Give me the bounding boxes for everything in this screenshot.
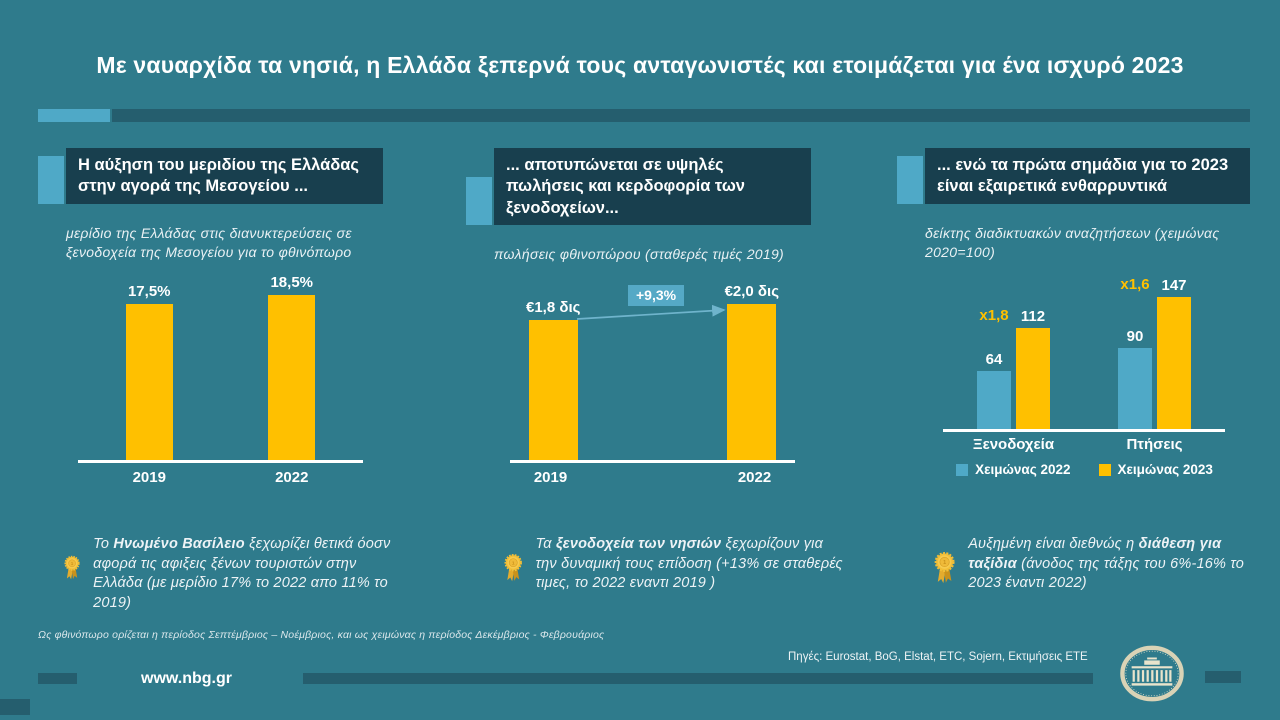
bar-flights-winter-2022 — [1118, 348, 1152, 429]
bar-col-winter-2022: 64 — [977, 274, 1011, 429]
bar-group-2019: €1,8 δις — [526, 270, 580, 460]
bar-col-winter-2022: 90 — [1118, 274, 1152, 429]
x-tick-2019: 2019 — [533, 469, 568, 486]
bar-value-label: 90 — [1126, 328, 1144, 345]
bar-group-2022: €2,0 δις — [725, 270, 779, 460]
footnote: Ως φθινόπωρο ορίζεται η περίοδος Σεπτέμβ… — [38, 629, 605, 641]
header-accent-square — [466, 177, 492, 226]
column-1-header-row: Η αύξηση του μεριδίου της Ελλάδας στην α… — [38, 148, 383, 204]
column-2-chart-subtitle: πωλήσεις φθινοπώρου (σταθερές τιμές 2019… — [494, 246, 785, 263]
svg-text:1: 1 — [943, 560, 946, 566]
title-divider-accent — [38, 109, 110, 122]
column-3-chart-subtitle: δείκτης διαδικτυακών αναζητήσεων (χειμών… — [925, 224, 1220, 261]
bar-hotels-winter-2022 — [977, 371, 1011, 429]
first-place-medal-icon: 1 — [504, 553, 522, 582]
footer-bar-long — [303, 673, 1093, 684]
column-1-header: Η αύξηση του μεριδίου της Ελλάδας στην α… — [66, 148, 383, 204]
x-tick-2019: 2019 — [132, 469, 166, 486]
x-tick-hotels: Ξενοδοχεία — [972, 436, 1055, 453]
bar-2022 — [727, 304, 777, 460]
bar-value-label: 17,5% — [127, 283, 171, 301]
bar-group-2022: 18,5% — [268, 270, 316, 460]
note-travel-intent: 1 Αυξημένη είναι διεθνώς η διάθεση για τ… — [934, 531, 1264, 604]
growth-badge: +9,3% — [628, 285, 685, 306]
column-3-header-row: ... ενώ τα πρώτα σημάδια για το 2023 είν… — [897, 148, 1250, 204]
legend-label: Χειμώνας 2022 — [975, 462, 1071, 477]
greece-share-bar-chart: 17,5% 18,5% — [78, 270, 363, 463]
bar-hotels-winter-2023 — [1016, 328, 1050, 429]
note-text: Αυξημένη είναι διεθνώς η διάθεση για ταξ… — [968, 536, 1245, 592]
bar-2019 — [125, 304, 173, 460]
column-2-header-row: ... αποτυπώνεται σε υψηλές πωλήσεις και … — [466, 148, 811, 226]
bar-col-winter-2023: 147 — [1157, 274, 1191, 429]
note-text: Τα ξενοδοχεία των νησιών ξεχωρίζουν για … — [535, 536, 843, 592]
legend-swatch-yellow — [1098, 463, 1111, 476]
nbg-bank-logo — [1120, 645, 1184, 702]
legend-swatch-blue — [956, 463, 969, 476]
header-accent-square — [38, 155, 64, 204]
title-divider-bar — [112, 109, 1250, 122]
x-tick-2022: 2022 — [737, 469, 772, 486]
bar-2022 — [268, 295, 316, 460]
web-searches-grouped-bar-chart: x1,8 64 112 x1,6 90 — [943, 274, 1225, 432]
bar-value-label: 18,5% — [270, 274, 314, 292]
bar-col-winter-2023: 112 — [1016, 274, 1050, 429]
note-island-hotels: 1 Τα ξενοδοχεία των νησιών ξεχωρίζουν γι… — [504, 531, 844, 604]
bar-value-label: 147 — [1161, 276, 1187, 294]
bar-flights-winter-2023 — [1157, 296, 1191, 429]
bar-value-label: €1,8 δις — [526, 298, 581, 316]
hotel-sales-bar-chart: €1,8 δις €2,0 δις +9,3% — [510, 270, 795, 463]
group-flights: x1,6 90 147 — [1118, 274, 1191, 429]
legend-entry-winter-2023: Χειμώνας 2023 — [1098, 462, 1213, 477]
x-tick-flights: Πτήσεις — [1126, 436, 1183, 453]
footer-corner-bar — [0, 699, 30, 715]
column-2: ... αποτυπώνεται σε υψηλές πωλήσεις και … — [466, 148, 811, 548]
svg-text:1: 1 — [512, 561, 515, 567]
column-3: ... ενώ τα πρώτα σημάδια για το 2023 είν… — [897, 148, 1250, 548]
first-place-medal-icon: 1 — [64, 555, 80, 580]
bar-2019 — [528, 319, 578, 460]
multiplier-label: x1,8 — [979, 307, 1009, 325]
bar-group-2019: 17,5% — [125, 270, 173, 460]
column-2-header: ... αποτυπώνεται σε υψηλές πωλήσεις και … — [494, 148, 811, 226]
chart-legend: Χειμώνας 2022 Χειμώνας 2023 — [927, 462, 1242, 477]
note-uk: 1 Το Ηνωμένο Βασίλειο ξεχωρίζει θετικά ό… — [64, 531, 404, 614]
footer-bar-left — [38, 673, 77, 684]
x-axis-labels: 2019 2022 — [78, 469, 363, 486]
multiplier-label: x1,6 — [1120, 275, 1150, 293]
bar-value-label: 64 — [985, 351, 1003, 369]
group-hotels: x1,8 64 112 — [977, 274, 1050, 429]
column-3-header: ... ενώ τα πρώτα σημάδια για το 2023 είν… — [925, 148, 1250, 204]
bar-value-label: 112 — [1020, 308, 1046, 326]
legend-entry-winter-2022: Χειμώνας 2022 — [956, 462, 1071, 477]
slide-title: Με ναυαρχίδα τα νησιά, η Ελλάδα ξεπερνά … — [96, 52, 1184, 78]
x-axis-labels: 2019 2022 — [510, 469, 795, 486]
note-text: Το Ηνωμένο Βασίλειο ξεχωρίζει θετικά όοσ… — [93, 536, 391, 612]
x-tick-2022: 2022 — [275, 469, 309, 486]
column-1-chart-subtitle: μερίδιο της Ελλάδας στις διανυκτερεύσεις… — [66, 224, 352, 261]
first-place-medal-icon: 1 — [934, 552, 955, 584]
x-axis-labels: Ξενοδοχεία Πτήσεις — [943, 436, 1225, 453]
bar-value-label: €2,0 δις — [724, 283, 779, 300]
footer-bar-right — [1205, 671, 1241, 683]
column-1: Η αύξηση του μεριδίου της Ελλάδας στην α… — [38, 148, 383, 548]
website-link[interactable]: www.nbg.gr — [141, 670, 232, 687]
header-accent-square — [897, 155, 923, 204]
sources: Πηγές: Eurostat, BoG, Elstat, ETC, Sojer… — [788, 651, 1088, 663]
legend-label: Χειμώνας 2023 — [1117, 462, 1213, 477]
svg-text:1: 1 — [71, 561, 74, 566]
